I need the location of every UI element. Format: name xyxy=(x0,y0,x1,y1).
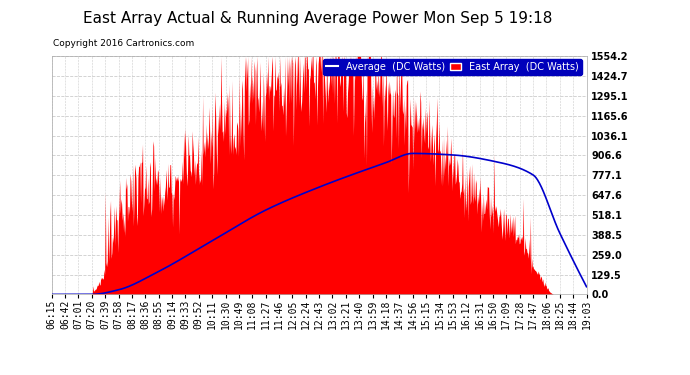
Text: Copyright 2016 Cartronics.com: Copyright 2016 Cartronics.com xyxy=(53,39,195,48)
Legend: Average  (DC Watts), East Array  (DC Watts): Average (DC Watts), East Array (DC Watts… xyxy=(323,59,582,75)
Text: East Array Actual & Running Average Power Mon Sep 5 19:18: East Array Actual & Running Average Powe… xyxy=(83,11,552,26)
